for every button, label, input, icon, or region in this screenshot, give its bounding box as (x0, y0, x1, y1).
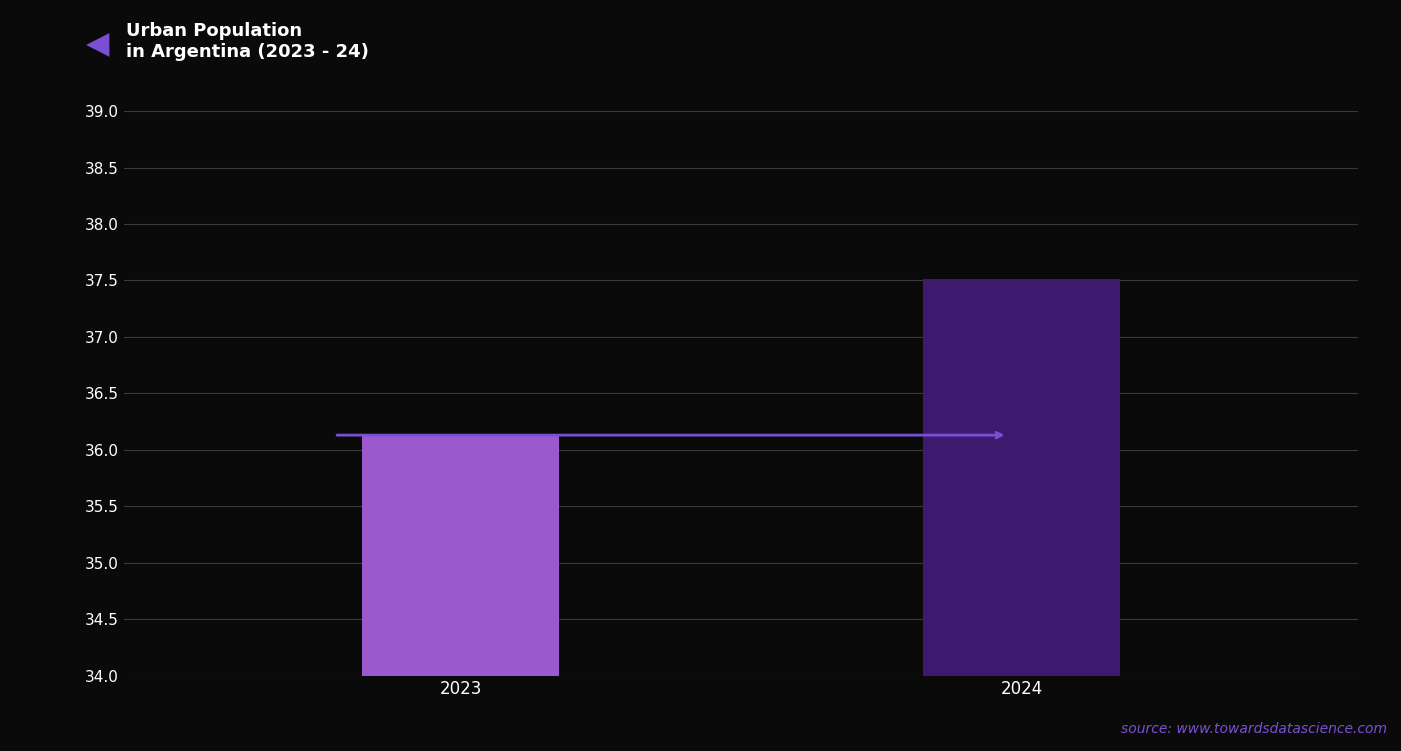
Bar (923, 279, 1119, 751)
Text: Urban Population
in Argentina (2023 - 24): Urban Population in Argentina (2023 - 24… (126, 22, 368, 61)
Bar (363, 435, 559, 751)
Text: source: www.towardsdatascience.com: source: www.towardsdatascience.com (1121, 722, 1387, 736)
Text: ◀: ◀ (87, 31, 109, 59)
